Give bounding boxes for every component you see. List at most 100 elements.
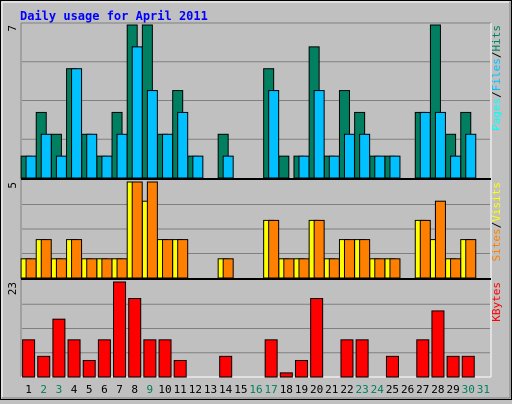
bar-sites-day-18 — [283, 258, 295, 279]
x-tick-label-day-29: 29 — [446, 383, 459, 396]
bar-files-day-17 — [268, 90, 280, 179]
x-tick-label-day-31: 31 — [477, 383, 490, 396]
x-tick-label-day-22: 22 — [340, 383, 353, 396]
chart-title: Daily usage for April 2011 — [20, 9, 208, 23]
x-tick-label-day-26: 26 — [401, 383, 414, 396]
bar-hits-day-18 — [278, 155, 290, 179]
bar-kbytes-day-18 — [279, 372, 293, 378]
bar-sites-day-17 — [268, 219, 280, 279]
x-tick-label-day-9: 9 — [147, 383, 154, 396]
x-tick-label-day-17: 17 — [265, 383, 278, 396]
bar-sites-day-7 — [116, 258, 128, 279]
bar-files-day-7 — [116, 133, 128, 179]
x-tick-label-day-14: 14 — [219, 383, 233, 396]
bar-kbytes-day-23 — [355, 339, 369, 378]
x-tick-label-day-25: 25 — [386, 383, 399, 396]
bar-files-day-9 — [146, 90, 158, 179]
bar-files-day-22 — [343, 133, 355, 179]
bar-files-day-8 — [131, 46, 143, 179]
bar-sites-day-20 — [313, 219, 325, 279]
bar-files-day-29 — [450, 155, 462, 179]
bar-sites-day-1 — [25, 258, 37, 279]
bar-sites-day-30 — [465, 239, 477, 279]
bar-kbytes-day-30 — [461, 355, 475, 378]
x-tick-label-day-10: 10 — [158, 383, 171, 396]
bar-kbytes-day-4 — [67, 339, 81, 378]
bar-sites-day-22 — [343, 239, 355, 279]
x-tick-label-day-19: 19 — [295, 383, 308, 396]
bar-kbytes-day-19 — [294, 359, 308, 378]
bar-kbytes-day-9 — [143, 339, 157, 378]
bar-sites-day-28 — [434, 200, 446, 279]
bar-kbytes-day-29 — [446, 355, 460, 378]
bar-files-day-21 — [328, 155, 340, 179]
x-tick-label-day-27: 27 — [416, 383, 429, 396]
bar-kbytes-day-27 — [416, 339, 430, 378]
x-tick-label-day-23: 23 — [356, 383, 369, 396]
bar-files-day-4 — [71, 68, 83, 179]
bar-kbytes-day-7 — [113, 281, 127, 378]
series-label-files: Files — [490, 58, 503, 91]
series-label-kbytes: KBytes — [490, 282, 503, 322]
bar-sites-day-24 — [374, 258, 386, 279]
bar-files-day-10 — [162, 133, 174, 179]
x-tick-label-day-16: 16 — [249, 383, 262, 396]
x-tick-label-day-13: 13 — [204, 383, 217, 396]
bar-sites-day-9 — [146, 181, 158, 279]
bar-files-day-3 — [55, 155, 67, 179]
x-tick-label-day-2: 2 — [40, 383, 47, 396]
bar-kbytes-day-28 — [431, 310, 445, 378]
bar-files-day-23 — [359, 133, 371, 179]
x-tick-label-day-7: 7 — [116, 383, 123, 396]
bar-kbytes-day-10 — [158, 339, 172, 378]
x-tick-label-day-4: 4 — [71, 383, 78, 396]
bar-sites-day-19 — [298, 258, 310, 279]
bar-sites-day-11 — [177, 239, 189, 279]
series-axis-label: KBytes — [490, 282, 503, 322]
bar-files-day-20 — [313, 90, 325, 179]
bar-files-day-2 — [40, 133, 52, 179]
bar-sites-day-21 — [328, 258, 340, 279]
bar-kbytes-day-20 — [310, 298, 324, 378]
bar-sites-day-5 — [86, 258, 98, 279]
bar-kbytes-day-8 — [128, 298, 142, 378]
x-tick-label-day-5: 5 — [86, 383, 93, 396]
y-max-label: 5 — [6, 182, 19, 189]
bar-files-day-1 — [25, 155, 37, 179]
bar-sites-day-14 — [222, 258, 234, 279]
series-label-visits: Visits — [490, 182, 503, 222]
plot-area — [21, 23, 491, 377]
x-tick-label-day-28: 28 — [431, 383, 444, 396]
x-tick-label-day-12: 12 — [189, 383, 202, 396]
bar-files-day-27 — [419, 111, 431, 179]
bar-sites-day-10 — [162, 239, 174, 279]
bar-files-day-5 — [86, 133, 98, 179]
x-tick-label-day-20: 20 — [310, 383, 323, 396]
x-tick-label-day-15: 15 — [234, 383, 247, 396]
bar-sites-day-2 — [40, 239, 52, 279]
bar-files-day-14 — [222, 155, 234, 179]
bar-files-day-6 — [101, 155, 113, 179]
bar-sites-day-8 — [131, 181, 143, 279]
bar-sites-day-23 — [359, 239, 371, 279]
bar-files-day-12 — [192, 155, 204, 179]
bar-files-day-28 — [434, 111, 446, 179]
bar-kbytes-day-14 — [219, 355, 233, 378]
x-tick-label-day-8: 8 — [131, 383, 138, 396]
x-tick-label-day-6: 6 — [101, 383, 108, 396]
x-tick-label-day-18: 18 — [280, 383, 293, 396]
bar-files-day-24 — [374, 155, 386, 179]
bar-files-day-30 — [465, 133, 477, 179]
series-label-pages: Pages — [490, 98, 503, 131]
bar-sites-day-29 — [450, 258, 462, 279]
bar-kbytes-day-1 — [22, 339, 36, 378]
bar-sites-day-6 — [101, 258, 113, 279]
series-label-hits: Hits — [490, 25, 503, 52]
series-axis-label: Sites/Visits — [490, 182, 503, 262]
x-tick-label-day-11: 11 — [174, 383, 187, 396]
bar-files-day-25 — [389, 155, 401, 179]
bar-sites-day-27 — [419, 219, 431, 279]
series-label-separator: / — [490, 52, 503, 59]
bar-kbytes-day-2 — [37, 355, 51, 378]
